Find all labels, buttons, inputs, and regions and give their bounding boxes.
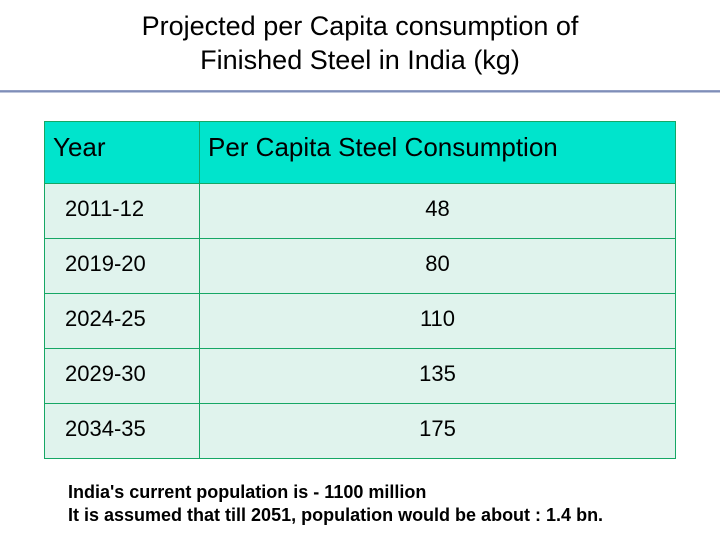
table-row: 2034-35 175: [45, 403, 676, 458]
title-line-1: Projected per Capita consumption of: [142, 11, 579, 41]
col-header-year: Year: [45, 121, 200, 183]
table-row: 2029-30 135: [45, 348, 676, 403]
cell-value: 110: [200, 293, 676, 348]
footnote: India's current population is - 1100 mil…: [68, 481, 652, 528]
footnote-line-1: India's current population is - 1100 mil…: [68, 482, 426, 502]
cell-value: 175: [200, 403, 676, 458]
footnote-line-2: It is assumed that till 2051, population…: [68, 505, 603, 525]
cell-year: 2024-25: [45, 293, 200, 348]
cell-year: 2011-12: [45, 183, 200, 238]
cell-year: 2029-30: [45, 348, 200, 403]
cell-value: 135: [200, 348, 676, 403]
col-header-consumption: Per Capita Steel Consumption: [200, 121, 676, 183]
cell-year: 2019-20: [45, 238, 200, 293]
table-header-row: Year Per Capita Steel Consumption: [45, 121, 676, 183]
table-row: 2024-25 110: [45, 293, 676, 348]
slide-title: Projected per Capita consumption of Fini…: [0, 0, 720, 90]
consumption-table: Year Per Capita Steel Consumption 2011-1…: [44, 121, 676, 459]
table-row: 2011-12 48: [45, 183, 676, 238]
table-row: 2019-20 80: [45, 238, 676, 293]
title-line-2: Finished Steel in India (kg): [200, 45, 520, 75]
title-divider: [0, 90, 720, 93]
consumption-table-wrap: Year Per Capita Steel Consumption 2011-1…: [44, 121, 676, 459]
cell-year: 2034-35: [45, 403, 200, 458]
cell-value: 80: [200, 238, 676, 293]
cell-value: 48: [200, 183, 676, 238]
